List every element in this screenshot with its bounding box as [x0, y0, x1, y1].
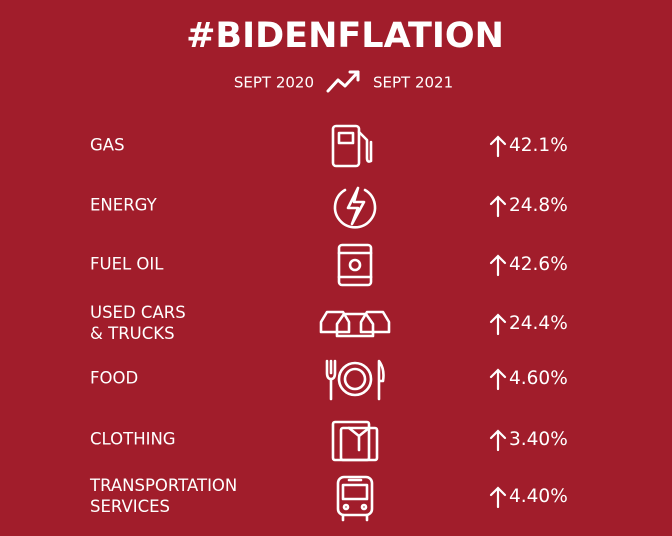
- icon-part: [335, 312, 375, 338]
- icon-part: [337, 243, 373, 287]
- row-icon: [319, 310, 391, 338]
- row-change: 42.6%: [509, 254, 568, 275]
- row-icon: [333, 186, 377, 229]
- rows: GAS 42.1% ENERGY 24.8% FUEL OIL 42.6% USED CAR…: [89, 124, 568, 522]
- icon-part: [357, 130, 373, 163]
- icon-part: [333, 188, 377, 229]
- row: TRANSPORTATION SERVICES 4.40%: [89, 475, 568, 522]
- row: GAS 42.1%: [90, 124, 568, 168]
- row-change: 24.8%: [509, 195, 568, 216]
- row-icon: [337, 243, 373, 287]
- icon-part: [319, 310, 351, 334]
- title: #BIDENFLATION: [186, 16, 504, 56]
- icon-part: [348, 258, 362, 272]
- row: FOOD 4.60%: [90, 359, 568, 401]
- icon-part: [359, 310, 391, 334]
- icon-part: [325, 359, 337, 401]
- icon-part: [331, 124, 361, 168]
- icon-part: [377, 359, 385, 401]
- row-label: SERVICES: [90, 497, 170, 516]
- row-label: FUEL OIL: [90, 255, 164, 274]
- up-arrow: [489, 429, 507, 452]
- up-arrow: [489, 486, 507, 509]
- row-icon: [331, 420, 379, 462]
- icon-part: [337, 361, 373, 397]
- row-change: 4.60%: [509, 368, 568, 389]
- icon-part: [341, 483, 369, 501]
- row-icon: [336, 475, 374, 522]
- icon-part: [347, 426, 371, 452]
- row-label: FOOD: [90, 369, 138, 388]
- row-label: USED CARS: [90, 303, 186, 322]
- icon-part: [360, 503, 368, 511]
- row-label: ENERGY: [90, 196, 158, 215]
- row: FUEL OIL 42.6%: [90, 243, 568, 287]
- icon-part: [342, 503, 350, 511]
- up-arrow: [489, 313, 507, 336]
- up-arrow: [489, 135, 507, 158]
- row: ENERGY 24.8%: [90, 186, 568, 229]
- row-change: 3.40%: [509, 429, 568, 450]
- row-change: 24.4%: [509, 313, 568, 334]
- row-change: 4.40%: [509, 486, 568, 507]
- icon-part: [343, 367, 367, 391]
- row: USED CARS & TRUCKS 24.4%: [90, 303, 568, 343]
- period-start: SEPT 2020: [234, 74, 314, 92]
- row-label: GAS: [90, 136, 125, 155]
- trend-arrow: [326, 70, 360, 93]
- row-label: TRANSPORTATION: [89, 476, 237, 495]
- row-change: 42.1%: [509, 135, 568, 156]
- period-end: SEPT 2021: [373, 74, 453, 92]
- icon-part: [337, 131, 355, 145]
- up-arrow: [489, 195, 507, 218]
- up-arrow: [489, 254, 507, 277]
- up-arrow: [489, 368, 507, 391]
- icon-part: [346, 186, 366, 226]
- row-label: CLOTHING: [90, 430, 176, 449]
- row-icon: [331, 124, 373, 168]
- icon-part: [339, 426, 379, 462]
- icon-part: [336, 475, 374, 517]
- row-label: & TRUCKS: [90, 324, 175, 343]
- row: CLOTHING 3.40%: [90, 420, 568, 462]
- row-icon: [325, 359, 385, 401]
